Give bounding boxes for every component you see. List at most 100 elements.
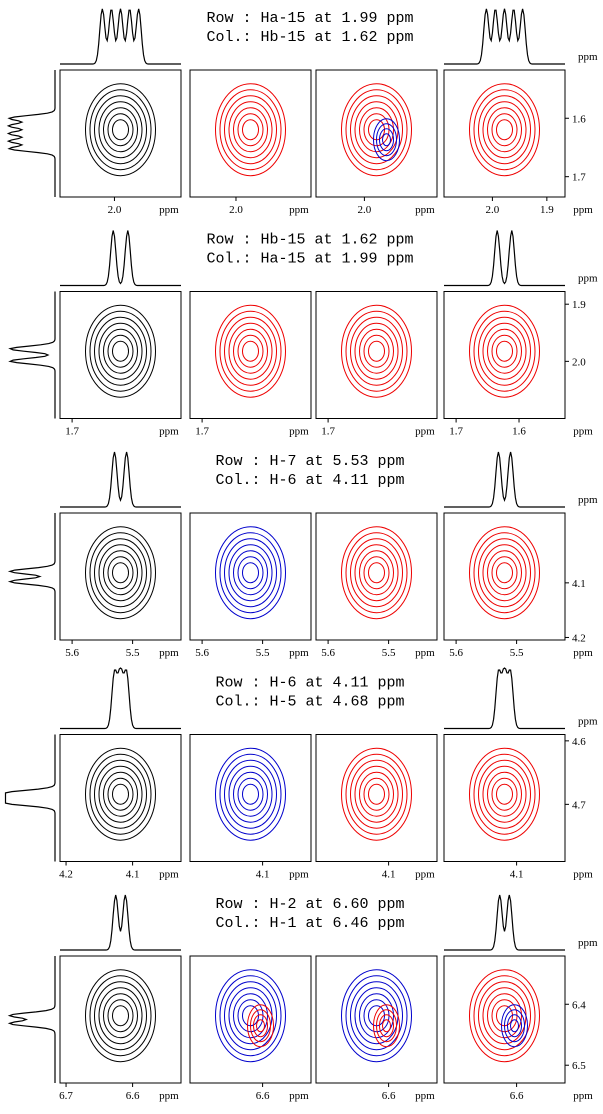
- contour: [242, 340, 259, 362]
- contour: [242, 562, 259, 584]
- x-tick-label: 5.5: [126, 647, 140, 659]
- panel-frame: [189, 512, 312, 641]
- top-spectrum: [444, 8, 565, 65]
- col-label: Col.: H-1 at 6.46 ppm: [215, 915, 404, 932]
- contour: [473, 753, 536, 835]
- contour: [94, 316, 147, 386]
- contour: [107, 556, 134, 590]
- x-tick-label: 5.6: [321, 647, 335, 659]
- x-tick-label: 5.5: [510, 647, 524, 659]
- contour: [98, 765, 143, 823]
- contour: [354, 544, 399, 602]
- contour: [482, 987, 527, 1045]
- x-tick-label: 2.0: [486, 204, 500, 216]
- contour: [379, 1014, 394, 1038]
- contour: [487, 107, 522, 153]
- panel-frame: [315, 955, 438, 1084]
- contour: [107, 777, 134, 811]
- contour: [478, 759, 531, 829]
- contour: [350, 95, 403, 165]
- x-unit: ppm: [573, 426, 593, 438]
- x-tick-label: 1.7: [65, 426, 79, 438]
- x-unit: ppm: [289, 869, 309, 881]
- contour: [482, 322, 527, 380]
- contour: [237, 113, 264, 147]
- contour: [345, 89, 408, 171]
- contour: [112, 783, 129, 805]
- contour: [341, 304, 412, 398]
- x-tick-label: 1.7: [321, 426, 335, 438]
- x-tick-label: 5.5: [382, 647, 396, 659]
- panel-frame: [443, 69, 566, 198]
- x-unit: ppm: [289, 204, 309, 216]
- y-tick-label: 1.7: [572, 172, 586, 184]
- contour: [219, 310, 282, 392]
- x-unit: ppm: [415, 426, 435, 438]
- contour: [247, 1004, 274, 1048]
- contour: [341, 526, 412, 620]
- contour: [112, 562, 129, 584]
- contour: [469, 304, 540, 398]
- contour: [354, 765, 399, 823]
- x-tick-label: 5.6: [195, 647, 209, 659]
- contour: [85, 526, 156, 620]
- contour: [107, 334, 134, 368]
- contour: [469, 526, 540, 620]
- contour: [103, 550, 138, 596]
- contour: [237, 777, 264, 811]
- contour: [496, 119, 513, 141]
- top-spectrum: [444, 894, 565, 951]
- x-unit: ppm: [573, 647, 593, 659]
- contour: [219, 532, 282, 614]
- contour: [224, 981, 277, 1051]
- contour: [219, 89, 282, 171]
- contour: [354, 101, 399, 159]
- x-unit: ppm: [159, 647, 179, 659]
- x-tick-label: 1.7: [449, 426, 463, 438]
- x-tick-label: 5.6: [449, 647, 463, 659]
- y-tick-label: 1.9: [572, 299, 586, 311]
- contour: [228, 322, 273, 380]
- row-label: Row : Ha-15 at 1.99 ppm: [206, 10, 413, 27]
- contour: [94, 538, 147, 608]
- contour: [368, 562, 385, 584]
- contour: [253, 1014, 268, 1038]
- contour: [89, 89, 152, 171]
- x-unit: ppm: [415, 204, 435, 216]
- contour: [215, 747, 286, 841]
- contour: [219, 975, 282, 1057]
- contour: [354, 987, 399, 1045]
- y-tick-label: 6.4: [572, 999, 586, 1011]
- side-spectrum: [7, 956, 56, 1083]
- x-tick-label: 5.5: [256, 647, 270, 659]
- contour: [376, 1009, 397, 1043]
- contour: [382, 133, 391, 147]
- panel-frame: [443, 512, 566, 641]
- contour: [98, 987, 143, 1045]
- y-tick-label: 4.1: [572, 578, 586, 590]
- top-spectrum: [444, 230, 565, 287]
- x-tick-label: 1.7: [195, 426, 209, 438]
- contour: [469, 747, 540, 841]
- contour: [237, 334, 264, 368]
- top-spectrum: [60, 894, 181, 951]
- panel-frame: [59, 291, 182, 419]
- contour: [482, 765, 527, 823]
- y-tick-label: 2.0: [572, 356, 586, 368]
- x-tick-label: 6.7: [59, 1090, 73, 1102]
- contour: [473, 310, 536, 392]
- contour: [242, 783, 259, 805]
- contour: [98, 101, 143, 159]
- panel-frame: [315, 734, 438, 862]
- contour: [496, 562, 513, 584]
- col-label: Col.: H-6 at 4.11 ppm: [215, 472, 404, 489]
- panel-frame: [189, 955, 312, 1084]
- contour: [112, 119, 129, 141]
- top-spectrum: [60, 667, 181, 730]
- contour: [379, 128, 394, 152]
- x-unit: ppm: [415, 869, 435, 881]
- contour: [350, 981, 403, 1051]
- contour: [215, 526, 286, 620]
- contour: [112, 1005, 129, 1027]
- x-tick-label: 2.0: [229, 204, 243, 216]
